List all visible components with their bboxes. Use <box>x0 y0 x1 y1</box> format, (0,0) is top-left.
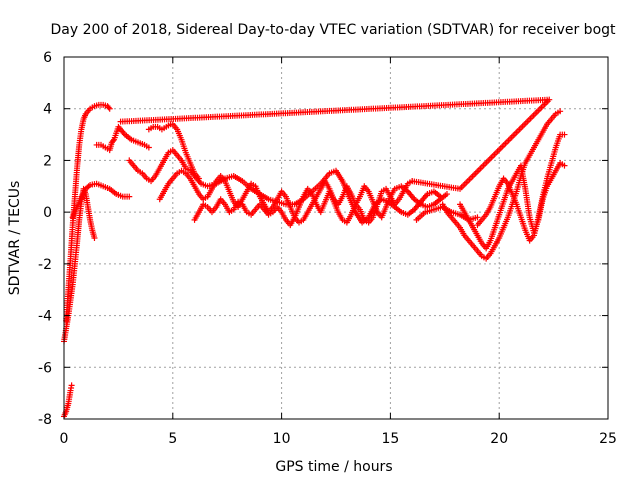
y-tick-label: -6 <box>38 360 52 376</box>
x-tick-label: 15 <box>381 431 399 447</box>
data-point <box>109 138 116 145</box>
y-tick-label: -4 <box>38 309 52 325</box>
y-tick-label: -8 <box>38 412 52 428</box>
data-point <box>561 162 568 169</box>
series-track-m <box>413 203 481 223</box>
y-axis-label: SDTVAR / TECUs <box>7 181 23 296</box>
data-point <box>561 131 568 138</box>
series-track-d <box>69 180 133 221</box>
ticks-layer: 0 5 10 15 20 25 -8 -6 -4 -2 0 2 4 6 <box>38 50 617 447</box>
data-point <box>443 191 450 198</box>
x-tick-label: 25 <box>599 431 617 447</box>
x-tick-label: 0 <box>60 431 69 447</box>
data-point <box>105 104 112 111</box>
y-tick-label: -2 <box>38 257 52 273</box>
x-tick-label: 10 <box>273 431 291 447</box>
x-tick-label: 20 <box>490 431 508 447</box>
data-point <box>145 144 152 151</box>
chart-title: Day 200 of 2018, Sidereal Day-to-day VTE… <box>50 22 616 38</box>
data-point <box>557 108 564 115</box>
series-track-l <box>474 131 568 244</box>
series-outliers <box>117 96 553 192</box>
data-point <box>91 235 98 241</box>
series-track-i <box>191 178 416 229</box>
y-tick-label: 2 <box>43 153 52 169</box>
y-tick-label: 0 <box>43 205 52 221</box>
plot-frame <box>63 56 609 420</box>
data-point <box>474 214 481 221</box>
data-point <box>106 105 113 112</box>
x-axis-label: GPS time / hours <box>275 459 392 475</box>
data-point <box>126 193 133 200</box>
series-track-e <box>93 123 152 154</box>
data-point <box>68 382 75 389</box>
data-point <box>117 118 124 125</box>
x-tick-label: 5 <box>168 431 177 447</box>
series-track-c <box>63 101 113 324</box>
y-tick-label: 6 <box>43 50 52 66</box>
y-tick-label: 4 <box>43 102 52 118</box>
data-points-layer <box>61 96 568 420</box>
series-track-a <box>61 382 75 420</box>
